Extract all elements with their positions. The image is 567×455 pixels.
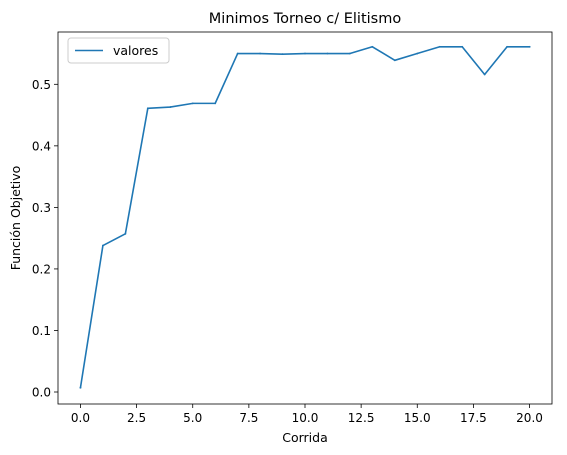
data-point	[281, 53, 284, 56]
data-point	[349, 52, 351, 55]
x-tick-label: 17.5	[460, 411, 487, 425]
x-tick-label: 0.0	[71, 411, 90, 425]
x-tick-label: 15.0	[404, 411, 431, 425]
legend-label: valores	[113, 43, 158, 58]
data-point	[483, 73, 486, 76]
data-point	[416, 52, 419, 55]
axes-frame	[57, 31, 553, 405]
y-tick-label: 0.1	[32, 324, 51, 338]
data-point	[102, 244, 104, 247]
data-point	[528, 45, 531, 48]
x-tick-label: 5.0	[183, 411, 202, 425]
data-point	[326, 52, 329, 55]
plot-area	[58, 32, 552, 404]
y-tick-label: 0.2	[32, 262, 51, 276]
data-point	[304, 52, 306, 55]
data-point	[169, 106, 172, 108]
series-layer	[79, 45, 531, 389]
y-tick-label: 0.0	[32, 386, 51, 400]
y-tick-label: 0.5	[32, 78, 51, 92]
data-point	[191, 102, 194, 105]
data-point	[146, 107, 149, 110]
y-tick-label: 0.4	[32, 139, 51, 153]
x-tick-label: 20.0	[516, 411, 543, 425]
x-tick-label: 12.5	[348, 411, 375, 425]
data-point	[461, 45, 464, 48]
data-point	[79, 386, 82, 389]
data-point	[506, 45, 508, 48]
data-point	[371, 45, 374, 48]
chart-title: Minimos Torneo c/ Elitismo	[209, 11, 402, 27]
data-point	[438, 45, 441, 48]
data-point	[236, 52, 239, 55]
legend: valores	[67, 37, 170, 64]
x-tick-label: 2.5	[127, 411, 146, 425]
x-tick-label: 10.0	[292, 411, 319, 425]
data-point	[124, 232, 127, 235]
x-tick-label: 7.5	[239, 411, 258, 425]
data-point	[214, 102, 217, 105]
legend-box	[67, 37, 170, 64]
x-axis-label: Corrida	[282, 430, 328, 445]
ticks: 0.0 2.5 5.0 7.5 10.0 12.5 15.0 17.5 20.0 0.0 0.1 0.…	[32, 78, 543, 425]
y-axis-label: Función Objetivo	[8, 166, 23, 271]
y-tick-label: 0.3	[32, 201, 51, 215]
data-point	[393, 59, 396, 62]
data-point	[259, 52, 261, 55]
